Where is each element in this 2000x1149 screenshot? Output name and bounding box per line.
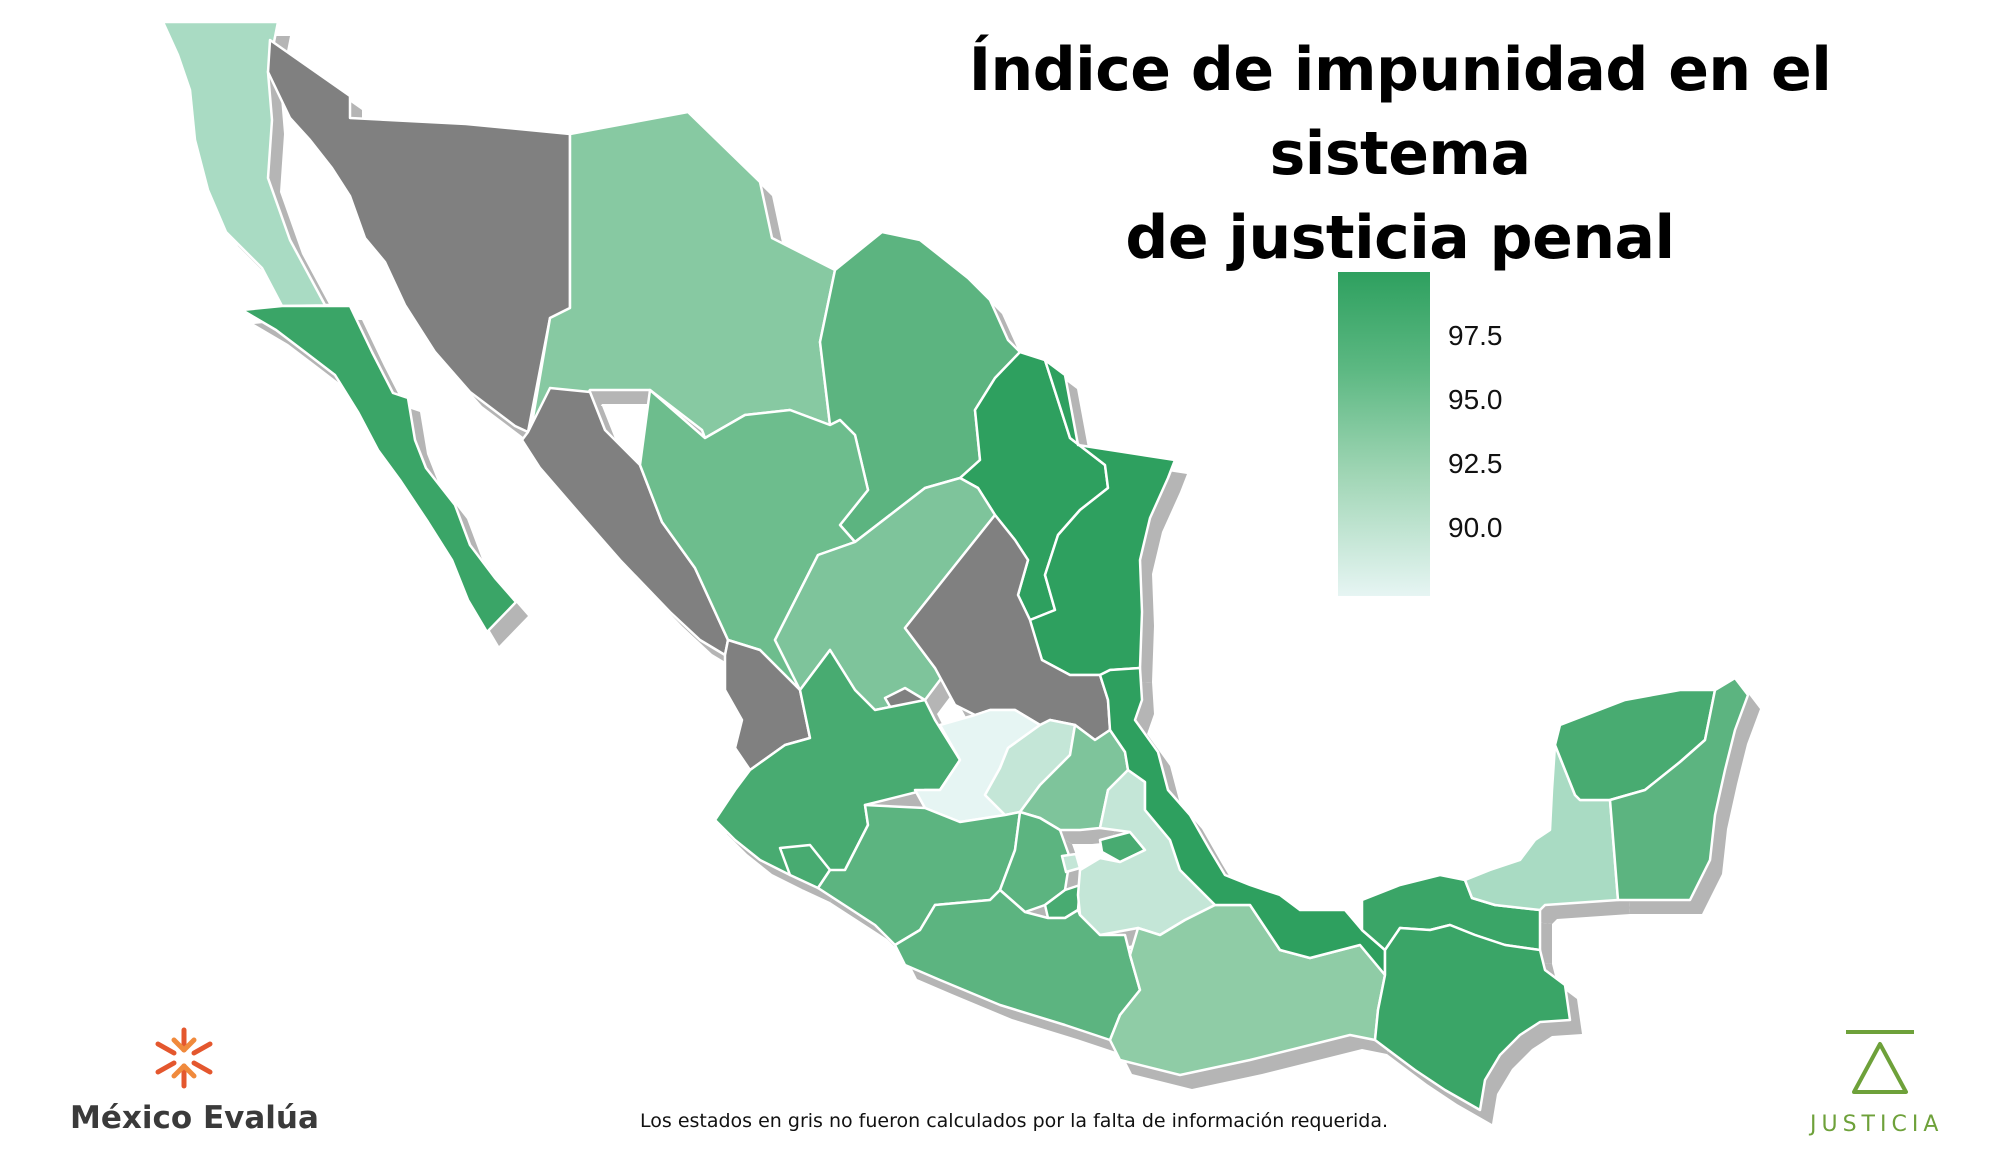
mexico-evalua-logo-text: México Evalúa [70, 1100, 319, 1136]
legend-tick-95-0: 95.0 [1448, 384, 1503, 415]
state-chiapas [1373, 923, 1572, 1112]
legend-color-bar [1338, 272, 1430, 596]
state-baja-california-sur [240, 304, 518, 634]
state-sonora [266, 38, 572, 434]
mexico-evalua-star-icon [155, 1027, 213, 1089]
state-quintana-roo [1608, 676, 1750, 902]
footnote: Los estados en gris no fueron calculados… [640, 1110, 1389, 1132]
justicia-triangle-icon [1846, 1030, 1914, 1094]
state-cdmx [1060, 852, 1082, 874]
state-sinaloa [520, 386, 730, 657]
state-zacatecas [773, 476, 997, 712]
legend-tick-92-5: 92.5 [1448, 448, 1503, 479]
title-line-2: de justicia penal [1125, 203, 1675, 273]
map-states [161, 20, 1750, 1112]
state-chihuahua [528, 110, 837, 440]
map-title: Índice de impunidad en el sistema de jus… [840, 28, 1960, 280]
state-jalisco [713, 648, 962, 884]
state-baja-california [161, 20, 352, 308]
justicia-logo-text: JUSTICIA [1810, 1112, 1944, 1137]
state-guerrero [893, 888, 1142, 1042]
title-line-1: Índice de impunidad en el sistema [968, 35, 1832, 189]
legend-tick-97-5: 97.5 [1448, 320, 1503, 351]
legend-tick-90-0: 90.0 [1448, 512, 1503, 543]
